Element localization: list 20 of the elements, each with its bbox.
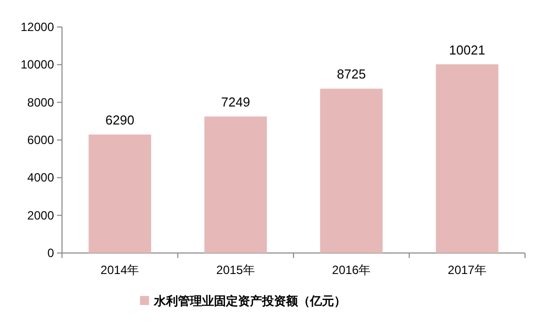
x-tick-label: 2016年 xyxy=(332,263,371,277)
bar xyxy=(320,88,383,253)
y-tick-label: 6000 xyxy=(27,133,54,147)
x-tick-label: 2014年 xyxy=(100,263,140,277)
x-tick-label: 2015年 xyxy=(216,263,255,277)
legend-label: 水利管理业固定资产投资额（亿元） xyxy=(153,294,346,308)
x-tick-label: 2017年 xyxy=(448,263,486,277)
data-label: 6290 xyxy=(105,112,134,128)
y-tick-label: 10000 xyxy=(20,58,54,72)
data-label: 8725 xyxy=(336,66,366,82)
data-label: 10021 xyxy=(449,42,486,58)
y-tick-label: 2000 xyxy=(27,208,54,222)
bar xyxy=(88,134,152,253)
data-label: 7249 xyxy=(221,94,250,110)
y-tick-label: 4000 xyxy=(27,170,54,185)
y-tick-label: 8000 xyxy=(27,95,54,110)
bar xyxy=(436,64,498,253)
bar xyxy=(204,116,267,253)
y-tick-label: 0 xyxy=(47,246,54,260)
y-tick-label: 12000 xyxy=(20,20,54,34)
